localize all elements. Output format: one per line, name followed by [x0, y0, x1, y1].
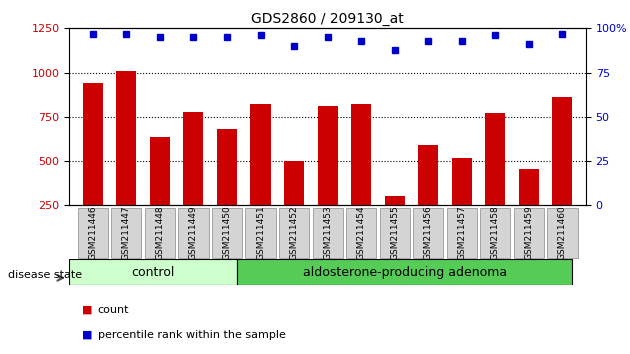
Title: GDS2860 / 209130_at: GDS2860 / 209130_at [251, 12, 404, 26]
Bar [83, 83, 103, 205]
FancyBboxPatch shape [514, 207, 544, 258]
Bar [318, 106, 338, 205]
FancyBboxPatch shape [237, 259, 573, 285]
Text: GSM211451: GSM211451 [256, 205, 265, 260]
Text: GSM211457: GSM211457 [457, 205, 466, 260]
Bar [217, 129, 237, 205]
FancyBboxPatch shape [380, 207, 410, 258]
Text: GSM211448: GSM211448 [156, 205, 164, 260]
FancyBboxPatch shape [77, 207, 108, 258]
Bar [452, 158, 472, 205]
Text: GSM211453: GSM211453 [323, 205, 332, 260]
Bar [117, 71, 136, 205]
Bar [519, 169, 539, 205]
Bar [284, 161, 304, 205]
FancyBboxPatch shape [178, 207, 209, 258]
Bar [553, 97, 573, 205]
FancyBboxPatch shape [212, 207, 242, 258]
Text: aldosterone-producing adenoma: aldosterone-producing adenoma [302, 266, 507, 279]
FancyBboxPatch shape [547, 207, 578, 258]
Bar [418, 145, 438, 205]
Text: ■: ■ [82, 305, 93, 315]
Text: disease state: disease state [8, 270, 83, 280]
Text: GSM211447: GSM211447 [122, 205, 131, 260]
FancyBboxPatch shape [69, 259, 237, 285]
Text: control: control [132, 266, 175, 279]
FancyBboxPatch shape [312, 207, 343, 258]
FancyBboxPatch shape [413, 207, 444, 258]
Bar [385, 195, 404, 205]
FancyBboxPatch shape [112, 207, 141, 258]
Text: GSM211456: GSM211456 [424, 205, 433, 260]
Text: GSM211450: GSM211450 [222, 205, 231, 260]
Text: percentile rank within the sample: percentile rank within the sample [98, 330, 285, 339]
Bar [351, 104, 371, 205]
FancyBboxPatch shape [480, 207, 510, 258]
Bar [485, 113, 505, 205]
Text: GSM211449: GSM211449 [189, 205, 198, 260]
Text: GSM211460: GSM211460 [558, 205, 567, 260]
FancyBboxPatch shape [346, 207, 376, 258]
Bar [150, 137, 170, 205]
FancyBboxPatch shape [145, 207, 175, 258]
FancyBboxPatch shape [279, 207, 309, 258]
FancyBboxPatch shape [246, 207, 275, 258]
Text: GSM211459: GSM211459 [524, 205, 534, 260]
Text: ■: ■ [82, 330, 93, 339]
Text: GSM211452: GSM211452 [290, 205, 299, 260]
FancyBboxPatch shape [447, 207, 477, 258]
Bar [251, 104, 270, 205]
Text: count: count [98, 305, 129, 315]
Text: GSM211458: GSM211458 [491, 205, 500, 260]
Bar [183, 112, 203, 205]
Text: GSM211454: GSM211454 [357, 205, 365, 260]
Text: GSM211455: GSM211455 [390, 205, 399, 260]
Text: GSM211446: GSM211446 [88, 205, 97, 260]
